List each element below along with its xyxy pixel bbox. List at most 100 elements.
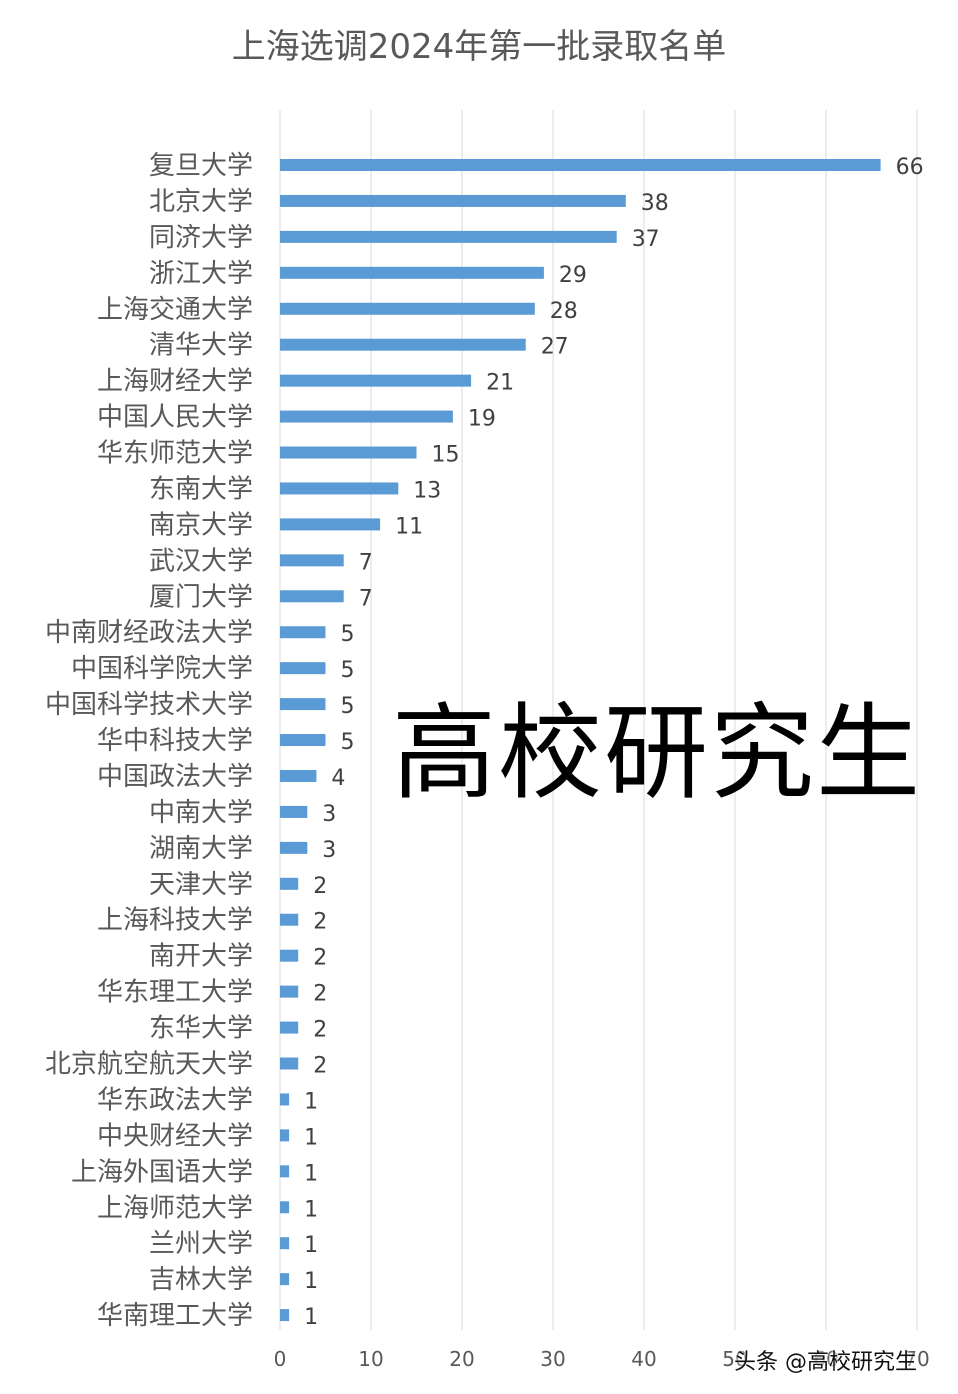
bar bbox=[280, 1093, 290, 1106]
category-label: 上海外国语大学 bbox=[71, 1157, 253, 1187]
bar bbox=[280, 374, 472, 387]
bar bbox=[280, 1021, 299, 1034]
category-label: 吉林大学 bbox=[149, 1265, 253, 1295]
x-axis-ticks: 0 10 20 30 40 50 60 70 bbox=[274, 1347, 930, 1371]
value-label: 3 bbox=[322, 838, 336, 863]
bar bbox=[280, 769, 317, 782]
bar bbox=[280, 410, 453, 423]
value-label: 4 bbox=[331, 766, 345, 791]
bar bbox=[280, 626, 326, 639]
category-label: 同济大学 bbox=[149, 223, 253, 253]
category-label: 上海财经大学 bbox=[97, 367, 253, 397]
bar bbox=[280, 1237, 290, 1250]
value-label: 2 bbox=[313, 982, 327, 1007]
category-label: 华东理工大学 bbox=[97, 978, 253, 1008]
category-label: 中国政法大学 bbox=[97, 762, 253, 792]
bar bbox=[280, 913, 299, 926]
category-label: 华东师范大学 bbox=[97, 439, 253, 469]
value-label: 37 bbox=[632, 227, 660, 252]
category-label: 天津大学 bbox=[149, 870, 253, 900]
bar bbox=[280, 482, 399, 495]
bar bbox=[280, 230, 617, 243]
bar bbox=[280, 302, 535, 315]
x-tick-label: 60 bbox=[813, 1347, 838, 1371]
category-label: 中国科学技术大学 bbox=[45, 690, 253, 720]
x-tick-label: 30 bbox=[540, 1347, 565, 1371]
category-label: 华中科技大学 bbox=[97, 726, 253, 756]
category-label: 清华大学 bbox=[149, 331, 253, 361]
bar bbox=[280, 1129, 290, 1142]
bar bbox=[280, 590, 344, 603]
x-tick-label: 40 bbox=[631, 1347, 656, 1371]
category-label: 中国科学院大学 bbox=[71, 654, 253, 684]
bars bbox=[280, 159, 881, 1322]
category-label: 上海科技大学 bbox=[97, 906, 253, 936]
value-label: 5 bbox=[341, 622, 355, 647]
category-label: 浙江大学 bbox=[149, 259, 253, 289]
value-label: 2 bbox=[313, 946, 327, 971]
bar bbox=[280, 1273, 290, 1286]
bar bbox=[280, 841, 308, 854]
bar bbox=[280, 949, 299, 962]
bar bbox=[280, 1057, 299, 1070]
watermark-text: 高校研究生 bbox=[392, 692, 923, 814]
bar bbox=[280, 985, 299, 998]
category-label: 复旦大学 bbox=[149, 151, 253, 181]
category-labels: 复旦大学北京大学同济大学浙江大学上海交通大学清华大学上海财经大学中国人民大学华东… bbox=[45, 151, 253, 1331]
value-label: 13 bbox=[413, 478, 441, 503]
x-tick-label: 70 bbox=[904, 1347, 929, 1371]
category-label: 中南大学 bbox=[149, 798, 253, 828]
category-label: 北京航空航天大学 bbox=[45, 1050, 253, 1080]
category-label: 兰州大学 bbox=[149, 1229, 253, 1259]
value-label: 15 bbox=[432, 443, 460, 468]
category-label: 厦门大学 bbox=[149, 582, 253, 612]
bar bbox=[280, 734, 326, 747]
bar bbox=[280, 698, 326, 711]
bar bbox=[280, 266, 544, 279]
bar bbox=[280, 1165, 290, 1178]
category-label: 华东政法大学 bbox=[97, 1085, 253, 1115]
value-label: 1 bbox=[304, 1089, 318, 1114]
x-tick-label: 10 bbox=[358, 1347, 383, 1371]
value-label: 66 bbox=[896, 155, 924, 180]
value-label: 27 bbox=[541, 335, 569, 360]
category-label: 东南大学 bbox=[149, 474, 253, 504]
value-label: 21 bbox=[486, 371, 514, 396]
category-label: 华南理工大学 bbox=[97, 1301, 253, 1331]
category-label: 中央财经大学 bbox=[97, 1121, 253, 1151]
category-label: 湖南大学 bbox=[149, 834, 253, 864]
bar bbox=[280, 159, 881, 171]
value-label: 1 bbox=[304, 1233, 318, 1258]
value-label: 5 bbox=[341, 694, 355, 719]
value-label: 38 bbox=[641, 191, 669, 216]
value-label: 28 bbox=[550, 299, 578, 324]
value-label: 1 bbox=[304, 1125, 318, 1150]
value-label: 1 bbox=[304, 1305, 318, 1330]
bar bbox=[280, 805, 308, 818]
value-label: 11 bbox=[395, 514, 423, 539]
bar bbox=[280, 554, 344, 567]
category-label: 南开大学 bbox=[149, 942, 253, 972]
bar bbox=[280, 446, 417, 459]
value-label: 7 bbox=[359, 550, 373, 575]
category-label: 中南财经政法大学 bbox=[45, 618, 253, 648]
value-label: 2 bbox=[313, 910, 327, 935]
value-label: 19 bbox=[468, 407, 496, 432]
bar bbox=[280, 518, 381, 531]
bar bbox=[280, 338, 526, 351]
value-label: 2 bbox=[313, 1018, 327, 1043]
x-tick-label: 20 bbox=[449, 1347, 474, 1371]
value-label: 29 bbox=[559, 263, 587, 288]
bar bbox=[280, 877, 299, 890]
category-label: 上海师范大学 bbox=[97, 1193, 253, 1223]
category-label: 中国人民大学 bbox=[97, 403, 253, 433]
value-label: 1 bbox=[304, 1161, 318, 1186]
bar bbox=[280, 1309, 290, 1322]
value-label: 5 bbox=[341, 730, 355, 755]
category-label: 北京大学 bbox=[149, 187, 253, 217]
value-label: 7 bbox=[359, 586, 373, 611]
x-tick-label: 50 bbox=[722, 1347, 747, 1371]
value-label: 3 bbox=[322, 802, 336, 827]
x-tick-label: 0 bbox=[274, 1347, 287, 1371]
